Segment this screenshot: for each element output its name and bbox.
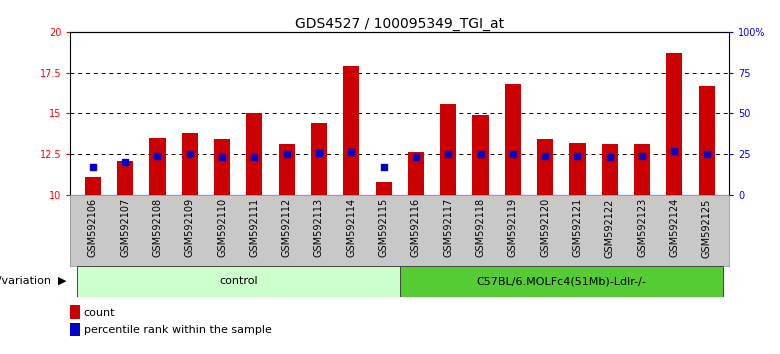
Point — [571, 153, 583, 159]
Bar — [311, 123, 327, 195]
Point — [539, 153, 551, 159]
Bar — [76, 266, 400, 297]
Point — [281, 151, 293, 157]
Bar — [85, 177, 101, 195]
Text: GSM592121: GSM592121 — [573, 198, 583, 257]
Bar — [70, 323, 80, 336]
Point — [151, 153, 164, 159]
Bar — [569, 143, 586, 195]
Text: GSM592109: GSM592109 — [185, 198, 195, 257]
Point — [248, 154, 261, 160]
Point — [313, 150, 325, 156]
Bar — [214, 139, 230, 195]
Bar — [699, 86, 714, 195]
Text: GSM592123: GSM592123 — [637, 198, 647, 257]
Point — [604, 154, 616, 160]
Text: GSM592119: GSM592119 — [508, 198, 518, 257]
Text: percentile rank within the sample: percentile rank within the sample — [84, 325, 271, 335]
Point — [506, 151, 519, 157]
Point — [345, 149, 357, 155]
Bar — [666, 53, 682, 195]
Bar — [634, 144, 651, 195]
Text: GSM592124: GSM592124 — [669, 198, 679, 257]
Bar — [149, 138, 165, 195]
Bar — [400, 266, 723, 297]
Point — [216, 154, 229, 160]
Text: GSM592115: GSM592115 — [378, 198, 388, 257]
Text: GSM592113: GSM592113 — [314, 198, 324, 257]
Point — [87, 164, 99, 170]
Text: GSM592125: GSM592125 — [702, 198, 711, 258]
Point — [410, 154, 422, 160]
Text: GSM592112: GSM592112 — [282, 198, 292, 257]
Text: GSM592118: GSM592118 — [476, 198, 485, 257]
Text: GSM592106: GSM592106 — [88, 198, 98, 257]
Point — [442, 151, 455, 157]
Bar — [537, 139, 553, 195]
Title: GDS4527 / 100095349_TGI_at: GDS4527 / 100095349_TGI_at — [295, 17, 505, 31]
Text: genotype/variation  ▶: genotype/variation ▶ — [0, 276, 66, 286]
Text: GSM592122: GSM592122 — [604, 198, 615, 258]
Bar — [375, 182, 392, 195]
Point — [668, 148, 681, 154]
Text: GSM592108: GSM592108 — [152, 198, 162, 257]
Text: GSM592120: GSM592120 — [540, 198, 550, 257]
Point — [183, 151, 196, 157]
Point — [119, 159, 131, 165]
Text: GSM592110: GSM592110 — [217, 198, 227, 257]
Text: GSM592111: GSM592111 — [250, 198, 260, 257]
Text: control: control — [219, 276, 257, 286]
Text: C57BL/6.MOLFc4(51Mb)-Ldlr-/-: C57BL/6.MOLFc4(51Mb)-Ldlr-/- — [477, 276, 647, 286]
Point — [474, 151, 487, 157]
Point — [636, 153, 648, 159]
Bar — [440, 103, 456, 195]
Text: count: count — [84, 308, 115, 318]
Bar — [70, 305, 80, 319]
Bar — [473, 115, 488, 195]
Bar — [601, 144, 618, 195]
Bar — [278, 144, 295, 195]
Bar — [343, 66, 360, 195]
Point — [700, 151, 713, 157]
Text: GSM592107: GSM592107 — [120, 198, 130, 257]
Point — [378, 164, 390, 170]
Bar — [182, 133, 198, 195]
Bar — [117, 160, 133, 195]
Text: GSM592114: GSM592114 — [346, 198, 356, 257]
Bar — [505, 84, 521, 195]
Bar — [246, 113, 262, 195]
Bar — [408, 152, 424, 195]
Text: GSM592117: GSM592117 — [443, 198, 453, 257]
Text: GSM592116: GSM592116 — [411, 198, 421, 257]
